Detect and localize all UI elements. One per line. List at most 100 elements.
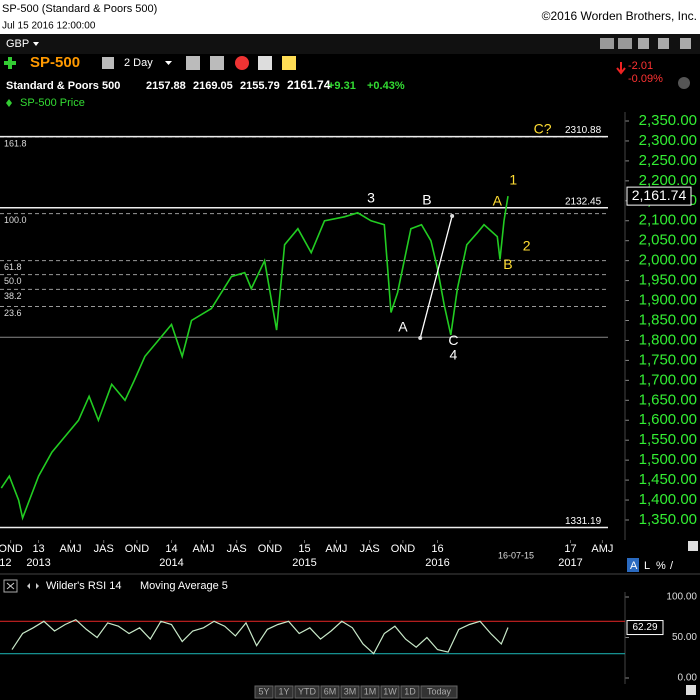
header-bar [0,0,700,34]
quote-low: 2155.79 [240,80,280,92]
last-value-label: 2,161.74 [632,187,687,203]
close-x[interactable] [6,582,15,590]
side-button[interactable]: L [644,560,650,572]
range-button[interactable] [360,685,380,699]
y-tick-label: 0.00 [678,673,698,684]
rsi-subtitle: Moving Average 5 [140,580,228,592]
y-tick-label: 50.00 [672,632,697,643]
period[interactable]: 2 Day [124,57,153,69]
pencil-icon[interactable] [688,541,698,551]
x-tick-label: AMJ [325,543,347,555]
currency-menu[interactable]: GBP [6,38,29,50]
symbol[interactable]: SP-500 [30,54,80,71]
date-label: 16-07-15 [498,550,534,560]
y-tick-label: 1,950.00 [639,272,697,289]
button[interactable] [658,38,669,49]
range-button[interactable] [294,685,320,699]
x-tick-label: JAS [360,543,380,555]
quote-name: Standard & Poors 500 [6,80,120,92]
y-tick-label: 1,650.00 [639,391,697,408]
range-button-label[interactable]: 1M [364,686,377,696]
range-button-label[interactable]: Today [427,686,452,696]
y-tick-label: 1,400.00 [639,491,697,508]
fib-label: 23.6 [4,308,22,318]
range-button[interactable] [320,685,340,699]
add-button[interactable] [4,57,16,69]
button[interactable] [600,38,614,49]
level-label: 2132.45 [565,196,602,207]
wave-label: C? [534,120,552,136]
toolbar-top [0,34,700,54]
header-date: Jul 15 2016 12:00:00 [2,21,96,32]
button[interactable] [638,38,649,49]
range-button-label[interactable]: YTD [298,686,317,696]
y-tick-label: 2,300.00 [639,132,697,149]
pencil-icon[interactable] [686,685,696,695]
close-panel[interactable] [3,579,18,593]
range-button[interactable] [274,685,294,699]
y-tick-label: 1,700.00 [639,371,697,388]
y-tick-label: 1,350.00 [639,511,697,528]
quote-high: 2169.05 [193,80,233,92]
trend-point [418,336,423,341]
side-button[interactable]: A [630,560,638,572]
y-tick-label: 2,200.00 [639,172,697,189]
y-tick-label: 1,450.00 [639,471,697,488]
range-button-label[interactable]: 1Y [278,686,289,696]
range-button[interactable] [380,685,400,699]
button[interactable] [680,38,691,49]
side-button[interactable]: % [656,560,666,572]
quote-last: 2161.74 [287,78,331,92]
change-pct: -0.09% [628,73,663,85]
y-tick-label: 1,900.00 [639,292,697,309]
y-tick-label: 2,100.00 [639,212,697,229]
year-label: 2013 [26,557,50,569]
y-tick-label: 1,800.00 [639,331,697,348]
side-button-bg[interactable] [627,558,639,572]
fib-label: 100.0 [4,215,27,225]
year-label: 2016 [425,557,449,569]
range-button-label[interactable]: 3M [344,686,357,696]
range-button[interactable] [420,685,458,699]
wave-label: B [503,256,512,272]
list-icon[interactable] [102,57,114,69]
y-tick-label: 100.00 [666,592,697,603]
window-buttons[interactable] [600,38,691,49]
change: -2.01 [628,60,653,72]
alarm-icon[interactable] [235,56,249,70]
globe-icon[interactable] [678,77,690,89]
year-label: 2015 [292,557,316,569]
tools-icon[interactable] [186,56,200,70]
wave-label: C [448,332,458,348]
fib-label: 38.2 [4,291,22,301]
wave-label: 2 [523,237,531,253]
wave-label: A [493,192,503,208]
range-button[interactable] [254,685,274,699]
trend-point [450,213,455,218]
dropdown-arrow[interactable] [165,61,172,65]
level-label: 1331.19 [565,516,602,527]
price-line [0,195,509,521]
settings-icon[interactable] [210,56,224,70]
last-value-label: 62.29 [632,622,657,633]
x-tick-label: OND [391,543,416,555]
y-tick-label: 1,850.00 [639,311,697,328]
fib-label: 50.0 [4,276,22,286]
x-tick-label: 13 [32,543,44,555]
range-button-label[interactable]: 6M [324,686,337,696]
note-icon[interactable] [282,56,296,70]
x-tick-label: AMJ [591,543,613,555]
last-value-box [626,620,664,636]
range-button[interactable] [340,685,360,699]
rsi-title: Wilder's RSI 14 [46,580,121,592]
fib-label: 61.8 [4,262,22,272]
dropdown-arrow[interactable] [33,42,39,46]
range-button-label[interactable]: 5Y [258,686,269,696]
calc-icon[interactable] [258,56,272,70]
range-button-label[interactable]: 1D [404,686,416,696]
range-button[interactable] [400,685,420,699]
button[interactable] [618,38,632,49]
range-button-label[interactable]: 1W [383,686,397,696]
